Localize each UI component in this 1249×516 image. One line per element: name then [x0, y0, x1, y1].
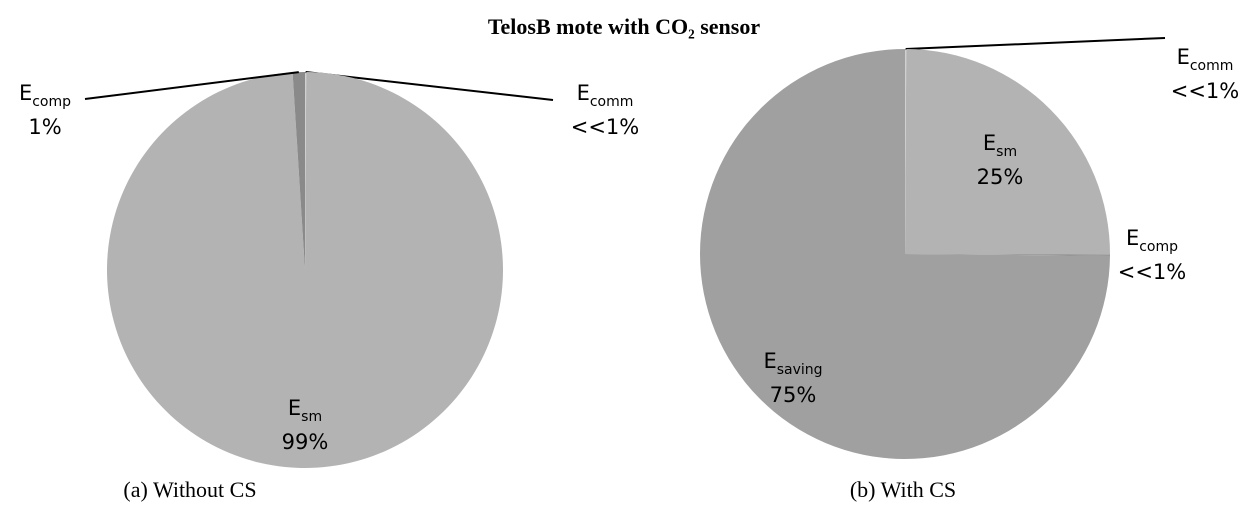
data-label-value: 99%	[282, 430, 329, 454]
label-symbol: E	[1177, 45, 1190, 69]
label-subscript: comm	[590, 94, 634, 110]
pie-slice	[699, 49, 1110, 459]
pie-slice	[107, 72, 504, 468]
data-label-value: 25%	[977, 165, 1024, 189]
data-label-name: Ecomm	[577, 81, 634, 110]
chart-caption: (b) With CS	[850, 477, 956, 502]
leader-line	[905, 37, 1166, 51]
data-label-value: 1%	[28, 115, 61, 139]
label-subscript: comp	[1139, 239, 1178, 255]
label-symbol: E	[763, 349, 776, 373]
leader-line	[84, 71, 299, 100]
pie-slice	[305, 72, 307, 270]
label-symbol: E	[288, 396, 301, 420]
pie-slice	[905, 49, 907, 254]
label-subscript: sm	[996, 144, 1017, 160]
pie-slice	[905, 254, 1110, 256]
label-subscript: comp	[32, 94, 71, 110]
data-label-value: <<1%	[1171, 79, 1240, 103]
data-label-name: Ecomp	[1126, 226, 1178, 255]
pie-slice	[905, 49, 1110, 255]
chart-caption: (a) Without CS	[123, 477, 256, 502]
data-label-name: Esm	[288, 396, 322, 425]
label-symbol: E	[983, 131, 996, 155]
figure-title: TelosB mote with CO₂ sensor	[488, 14, 760, 39]
data-label-value: 75%	[770, 383, 817, 407]
label-symbol: E	[1126, 226, 1139, 250]
data-label-name: Ecomm	[1177, 45, 1234, 74]
data-label-name: Esaving	[763, 349, 822, 378]
pie-slice	[292, 72, 305, 270]
data-label-name: Esm	[983, 131, 1017, 160]
data-label-name: Ecomp	[19, 81, 71, 110]
label-subscript: saving	[777, 362, 823, 378]
data-label-value: <<1%	[571, 115, 640, 139]
label-subscript: sm	[301, 409, 322, 425]
label-subscript: comm	[1190, 58, 1234, 74]
data-label-value: <<1%	[1118, 260, 1187, 284]
label-symbol: E	[577, 81, 590, 105]
label-symbol: E	[19, 81, 32, 105]
